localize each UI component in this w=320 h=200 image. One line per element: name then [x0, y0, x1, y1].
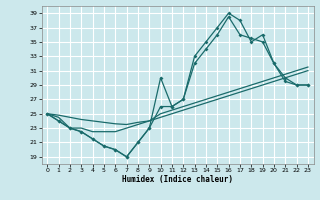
X-axis label: Humidex (Indice chaleur): Humidex (Indice chaleur) [122, 175, 233, 184]
